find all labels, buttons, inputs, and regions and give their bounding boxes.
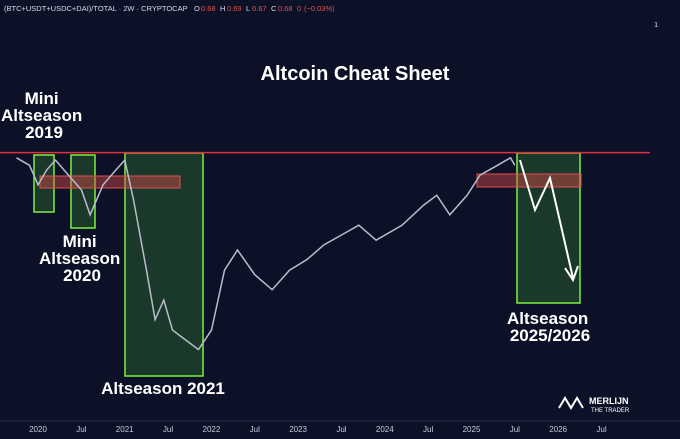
annotation-line: Mini bbox=[63, 232, 97, 251]
x-tick-label: Jul bbox=[76, 425, 86, 434]
red-band bbox=[476, 173, 582, 188]
open-label: O bbox=[194, 4, 200, 13]
annotation: Altseason 2021 bbox=[101, 379, 225, 398]
projection bbox=[519, 159, 579, 283]
zone-2020 bbox=[70, 154, 96, 229]
header: (BTC+USDT+USDC+DAI)/TOTAL · 2W · CRYPTOC… bbox=[4, 4, 658, 29]
logo bbox=[558, 396, 584, 410]
annotation: Mini Altseason 2019 bbox=[1, 89, 87, 142]
zone-2019 bbox=[33, 154, 55, 213]
price-line bbox=[16, 156, 516, 351]
x-tick-label: 2024 bbox=[376, 425, 394, 434]
watermark-name: MERLIJN bbox=[589, 396, 629, 406]
high: 0.69 bbox=[227, 4, 242, 13]
zone-2025 bbox=[516, 152, 581, 304]
projection-path bbox=[519, 159, 574, 279]
x-tick-label: 2022 bbox=[203, 425, 221, 434]
watermark-sub: THE TRADER bbox=[591, 408, 630, 414]
close-label: C bbox=[271, 4, 277, 13]
open: 0.68 bbox=[201, 4, 216, 13]
annotation-line: Altseason 2021 bbox=[101, 379, 225, 398]
annotation-line: 2020 bbox=[63, 266, 101, 285]
annotation-line: Altseason bbox=[39, 249, 120, 268]
annotation-line: 2025/2026 bbox=[510, 326, 590, 345]
x-tick-label: Jul bbox=[596, 425, 606, 434]
x-tick-label: Jul bbox=[163, 425, 173, 434]
x-tick-label: 2023 bbox=[289, 425, 307, 434]
x-tick-label: Jul bbox=[250, 425, 260, 434]
low-label: L bbox=[246, 4, 250, 13]
x-tick-label: Jul bbox=[423, 425, 433, 434]
close: 0.68 bbox=[278, 4, 293, 13]
x-tick-label: Jul bbox=[510, 425, 520, 434]
x-tick-label: 2026 bbox=[549, 425, 567, 434]
high-label: H bbox=[220, 4, 225, 13]
plot: 2020 Jul 2021 Jul 2022 Jul 2023 Jul 2024 Jul 2025 J… bbox=[0, 151, 650, 434]
annotation: Mini Altseason 2020 bbox=[39, 232, 125, 285]
x-tick-label: Jul bbox=[336, 425, 346, 434]
watermark: MERLIJN THE TRADER bbox=[558, 396, 630, 414]
x-tick-label: 2025 bbox=[463, 425, 481, 434]
symbol: (BTC+USDT+USDC+DAI)/TOTAL · 2W · CRYPTOC… bbox=[4, 4, 188, 13]
annotation-line: Altseason bbox=[1, 106, 82, 125]
zones bbox=[33, 152, 582, 377]
corner-number: 1 bbox=[654, 20, 658, 29]
zone-2021 bbox=[124, 152, 204, 377]
chart-title: Altcoin Cheat Sheet bbox=[261, 63, 450, 85]
annotation: Altseason 2025/2026 bbox=[507, 309, 593, 345]
annotation-line: Mini bbox=[25, 89, 59, 108]
low: 0.67 bbox=[252, 4, 267, 13]
x-tick-label: 2021 bbox=[116, 425, 134, 434]
arrow-head bbox=[564, 265, 579, 283]
annotation-line: 2019 bbox=[25, 123, 63, 142]
annotation-line: Altseason bbox=[507, 309, 588, 328]
change-pct: (−0.03%) bbox=[304, 4, 335, 13]
change: 0 bbox=[297, 4, 301, 13]
x-tick-label: 2020 bbox=[29, 425, 47, 434]
